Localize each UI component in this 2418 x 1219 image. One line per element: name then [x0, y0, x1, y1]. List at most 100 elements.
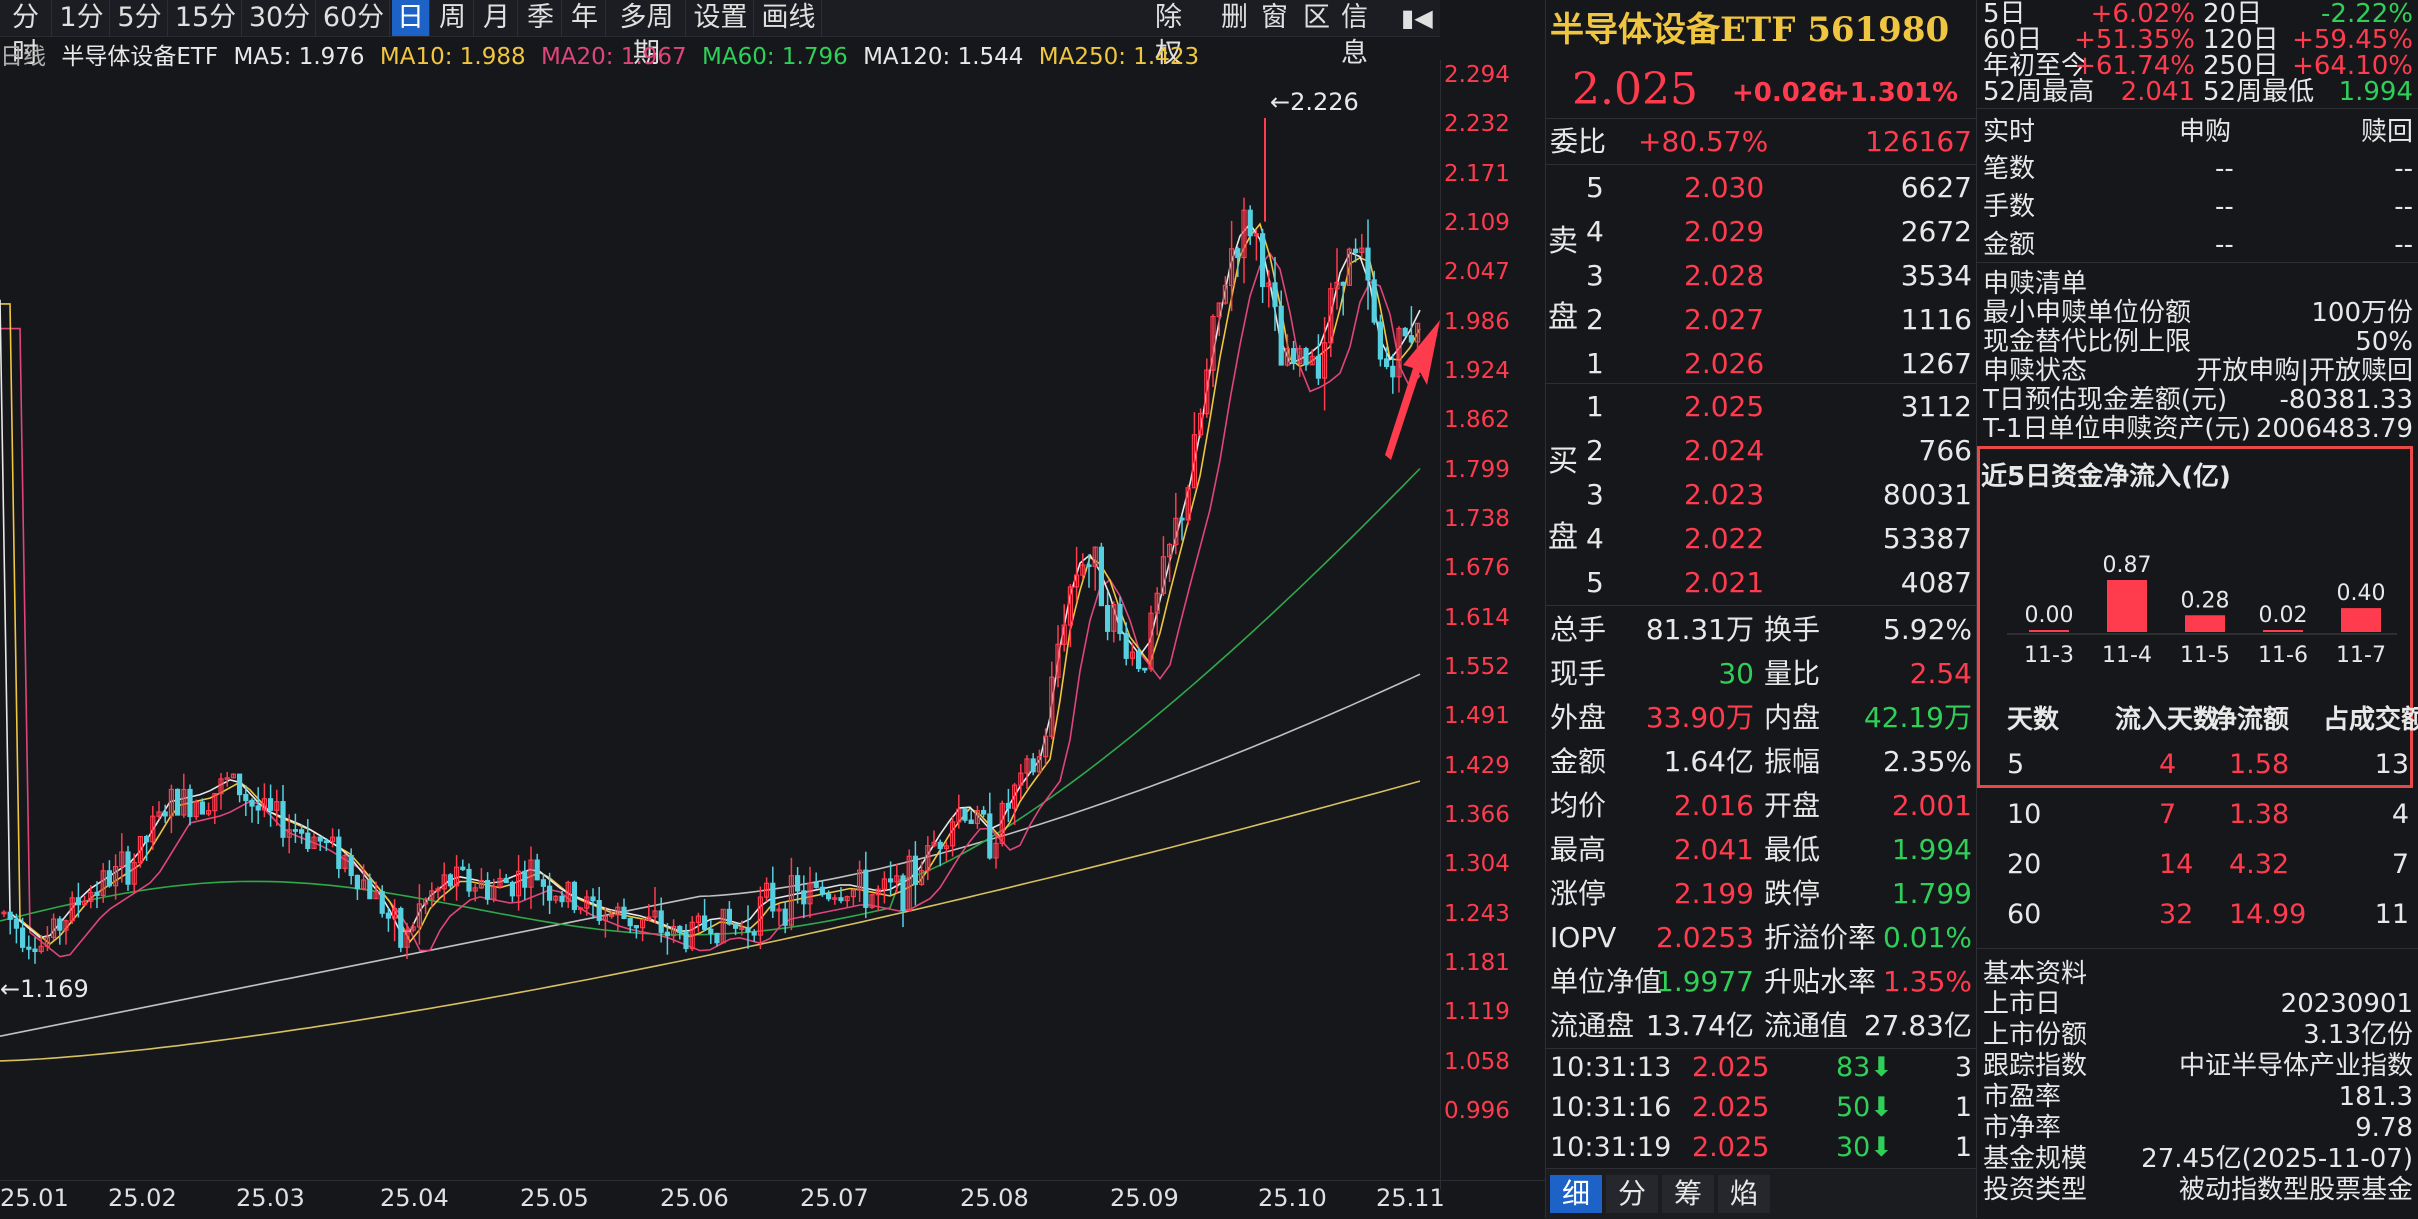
bid-row[interactable]: 2 2.024 766: [1546, 429, 1976, 473]
stat-value: 2.001: [1891, 789, 1972, 822]
period-tab-0[interactable]: 分时: [0, 0, 52, 69]
tab-detail[interactable]: 细: [1550, 1175, 1602, 1213]
last-price: 2.025: [1572, 64, 1698, 115]
ask-row[interactable]: 1 2.026 1267: [1546, 342, 1976, 386]
period-tab-13[interactable]: 画线: [756, 0, 822, 36]
candle-body: [286, 829, 292, 838]
redemption-value: 50%: [2355, 327, 2413, 357]
ma20-label: MA20: 1.967: [540, 44, 687, 70]
y-tick: 2.109: [1444, 209, 1510, 236]
range-button[interactable]: 区: [1303, 2, 1330, 33]
candle-body: [354, 874, 360, 890]
tick-volume: 50: [1836, 1092, 1871, 1123]
ma120-line: [0, 673, 1421, 1037]
candle-body: [788, 875, 795, 926]
ask-level: 4: [1586, 215, 1604, 248]
candle-body: [199, 801, 205, 815]
bid-volume: 766: [1918, 434, 1972, 467]
flow-table-row: 5 4 1.58 13: [1983, 745, 2413, 785]
flow-date-label: 11-4: [2102, 643, 2152, 668]
candle-body: [1315, 355, 1322, 379]
tick-extra: 1: [1954, 1092, 1972, 1123]
ask-row[interactable]: 3 2.028 3534: [1546, 254, 1976, 298]
window-button[interactable]: 窗: [1261, 2, 1288, 33]
bid-row[interactable]: 4 2.022 53387: [1546, 517, 1976, 561]
candle-body: [1055, 643, 1061, 678]
candle-body: [1036, 756, 1043, 773]
candle-body: [1191, 434, 1198, 489]
tab-flame[interactable]: 焰: [1718, 1175, 1770, 1213]
exright-button[interactable]: 除权: [1155, 2, 1182, 69]
delete-button[interactable]: 删: [1221, 2, 1248, 33]
candle-body: [900, 875, 906, 912]
candle-body: [1377, 321, 1384, 360]
tab-minute[interactable]: 分: [1606, 1175, 1658, 1213]
candle-body: [1111, 604, 1117, 632]
candle-body: [230, 773, 236, 779]
candle-body: [1408, 335, 1415, 343]
perf-value: +64.10%: [2292, 52, 2413, 80]
bid-row[interactable]: 1 2.025 3112: [1546, 385, 1976, 429]
candle-body: [1272, 282, 1278, 307]
candle-body: [1253, 233, 1260, 237]
tab-chips[interactable]: 筹: [1662, 1175, 1714, 1213]
stat-label: 最低: [1764, 833, 1821, 866]
ask-row[interactable]: 2 2.027 1116: [1546, 298, 1976, 342]
bid-row[interactable]: 3 2.023 80031: [1546, 473, 1976, 517]
period-tab-2[interactable]: 5分: [112, 0, 168, 36]
stat-value: 30: [1718, 657, 1754, 690]
period-tab-5[interactable]: 60分: [318, 0, 390, 36]
redemption-value: -80381.33: [2279, 385, 2413, 415]
stat-label: 现手: [1550, 657, 1607, 690]
period-tab-12[interactable]: 设置: [688, 0, 754, 36]
period-tab-6[interactable]: 日: [392, 0, 430, 36]
panel-tabs: 细 分 筹 焰: [1546, 1168, 1976, 1219]
stat-label: 流通盘: [1550, 1009, 1635, 1042]
redemption-value: 2006483.79: [2255, 414, 2413, 444]
ask-price: 2.028: [1684, 259, 1765, 292]
candle-body: [664, 931, 671, 937]
period-tab-7[interactable]: 周: [432, 0, 474, 36]
period-tab-8[interactable]: 月: [476, 0, 518, 36]
period-tab-3[interactable]: 15分: [170, 0, 242, 36]
stat-row: 金额 1.64亿 振幅 2.35%: [1546, 740, 1976, 784]
period-tab-4[interactable]: 30分: [244, 0, 316, 36]
candle-body: [305, 832, 311, 850]
stat-label: 金额: [1550, 745, 1607, 778]
candle-body: [63, 920, 69, 931]
info-button[interactable]: 信息: [1341, 2, 1368, 69]
candle-body: [1235, 248, 1241, 259]
candle-body: [968, 819, 974, 825]
candle-body: [819, 886, 826, 895]
kline-chart[interactable]: [0, 60, 1440, 1190]
period-tab-10[interactable]: 年: [564, 0, 606, 36]
candle-body: [757, 896, 764, 936]
redemption-value: 开放申购|开放赎回: [2196, 356, 2413, 386]
basic-info-row: 上市份额 3.13亿份: [1983, 1019, 2413, 1051]
basic-info-row: 投资类型 被动指数型股票基金: [1983, 1174, 2413, 1206]
candle-body: [825, 893, 832, 900]
flow-bar-label: 0.00: [2025, 603, 2074, 628]
price-change: +0.026: [1732, 78, 1837, 108]
ask-row[interactable]: 4 2.029 2672: [1546, 210, 1976, 254]
candle-body: [32, 948, 38, 953]
basic-value: 181.3: [2338, 1082, 2413, 1112]
period-tab-9[interactable]: 季: [520, 0, 562, 36]
candle-body: [739, 927, 745, 930]
y-tick: 2.294: [1444, 62, 1510, 88]
y-tick: 1.799: [1444, 456, 1510, 483]
stat-value: 1.64亿: [1663, 745, 1754, 778]
collapse-panel-icon[interactable]: ▮◀: [1401, 4, 1433, 32]
subscription-row: 金额 -- --: [1983, 226, 2413, 264]
period-tab-1[interactable]: 1分: [54, 0, 110, 36]
bid-row[interactable]: 5 2.021 4087: [1546, 561, 1976, 605]
candle-body: [708, 928, 714, 935]
ask-row[interactable]: 5 2.030 6627: [1546, 166, 1976, 210]
x-tick: 25.09: [1110, 1184, 1179, 1212]
ma-legend: 日线 半导体设备ETF MA5: 1.976 MA10: 1.988 MA20:…: [0, 40, 1207, 74]
candle-body: [652, 910, 658, 918]
flow-date-label: 11-7: [2336, 643, 2386, 668]
bid-level: 2: [1586, 434, 1604, 467]
stat-label: 开盘: [1764, 789, 1821, 822]
period-tab-11[interactable]: 多周期: [608, 0, 686, 69]
